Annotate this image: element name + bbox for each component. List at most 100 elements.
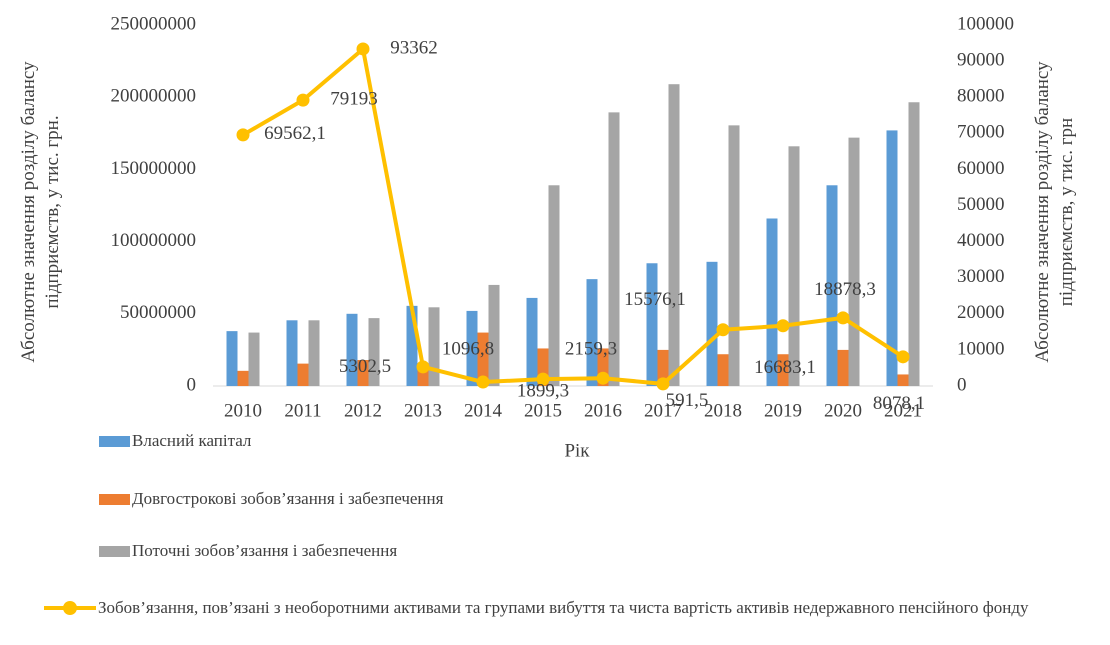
bar [668, 84, 680, 386]
line-point [596, 371, 610, 385]
y-tick-label: 200000000 [111, 86, 197, 107]
bar [586, 279, 598, 386]
bar [848, 137, 860, 386]
data-label: 591,5 [666, 390, 709, 411]
bar [477, 332, 489, 386]
line-point [416, 360, 430, 374]
legend-marker [63, 601, 77, 615]
bar [248, 332, 260, 386]
legend-item: Власний капітал [44, 430, 1094, 452]
x-tick-label: 2020 [824, 400, 862, 421]
data-label: 1096,8 [442, 338, 494, 359]
line-point [236, 128, 250, 142]
y-tick-label: 250000000 [111, 13, 197, 34]
y2-tick-label: 40000 [957, 230, 1005, 251]
bar [537, 348, 549, 386]
data-label: 79193 [330, 88, 378, 109]
bar [308, 320, 320, 386]
line [241, 46, 905, 386]
legend-swatch [99, 494, 130, 505]
bar [826, 185, 838, 386]
bar [646, 263, 658, 386]
bar [657, 349, 669, 386]
legend-item: Довгострокові зобов’язання і забезпеченн… [44, 488, 1094, 510]
bar [886, 130, 898, 386]
data-label: 1899,3 [517, 381, 569, 402]
legend-label: Довгострокові зобов’язання і забезпеченн… [132, 489, 444, 508]
legend-label: Зобов’язання, пов’язані з необоротними а… [98, 598, 1029, 617]
x-tick-label: 2014 [464, 400, 503, 421]
line-point [356, 42, 370, 56]
x-tick-label: 2015 [524, 400, 562, 421]
bar [417, 365, 429, 386]
bar [908, 102, 920, 386]
bar [357, 360, 369, 386]
line-point [776, 319, 790, 333]
bar [226, 331, 238, 386]
x-tick-label: 2010 [224, 400, 262, 421]
y2-tick-label: 50000 [957, 194, 1005, 215]
bar [766, 218, 778, 386]
y2-tick-label: 80000 [957, 86, 1005, 107]
data-label: 69562,1 [264, 123, 326, 144]
y2-tick-label: 100000 [957, 13, 1014, 34]
y2-tick-label: 30000 [957, 266, 1005, 287]
line-point [296, 93, 310, 107]
x-tick-label: 2017 [644, 400, 682, 421]
legend-label: Поточні зобов’язання і забезпечення [132, 541, 398, 560]
x-axis-title: Рік [564, 440, 590, 461]
data-label: 5302,5 [339, 356, 391, 377]
data-label: 93362 [390, 37, 438, 58]
x-tick-label: 2012 [344, 400, 382, 421]
y2-tick-label: 20000 [957, 302, 1005, 323]
line-point [836, 311, 850, 325]
y2-tick-label: 10000 [957, 338, 1005, 359]
y2-tick-label: 0 [957, 374, 967, 395]
data-label: 16683,1 [754, 357, 816, 378]
legend-swatch [44, 601, 96, 615]
y2-tick-label: 70000 [957, 122, 1005, 143]
bar [466, 310, 478, 386]
x-tick-label: 2011 [284, 400, 321, 421]
data-label: 18878,3 [814, 279, 876, 300]
bar [548, 185, 560, 386]
bar [406, 305, 418, 386]
legend-swatch [99, 436, 130, 447]
y2-tick-label: 90000 [957, 49, 1005, 70]
bar [777, 354, 789, 386]
bar [237, 370, 249, 386]
data-label: 15576,1 [624, 289, 686, 310]
bar [897, 374, 909, 386]
bar [346, 313, 358, 386]
bar [837, 349, 849, 386]
y-tick-label: 100000000 [111, 230, 197, 251]
bar [488, 284, 500, 386]
line-point [656, 377, 670, 391]
x-tick-label: 2013 [404, 400, 442, 421]
bar [597, 348, 609, 386]
bar [608, 112, 620, 386]
data-label: 2159,3 [565, 339, 617, 360]
x-tick-label: 2021 [884, 400, 922, 421]
legend-swatch [99, 546, 130, 557]
x-tick-label: 2019 [764, 400, 802, 421]
y2-axis-title: Абсолютне значення розділу балансу підпр… [1032, 61, 1077, 363]
bar [297, 363, 309, 386]
bar [706, 261, 718, 386]
y-axis-title: Абсолютне значення розділу балансу підпр… [18, 61, 63, 363]
x-tick-label: 2018 [704, 400, 742, 421]
bar [788, 146, 800, 386]
legend-label: Власний капітал [132, 431, 252, 450]
bar [428, 307, 440, 386]
bar [717, 354, 729, 386]
y2-tick-label: 60000 [957, 158, 1005, 179]
y-tick-label: 50000000 [120, 302, 196, 323]
line-point [476, 375, 490, 389]
bar [286, 320, 298, 386]
bar [728, 125, 740, 386]
line-point [536, 372, 550, 386]
x-tick-label: 2016 [584, 400, 622, 421]
legend-item: Зобов’язання, пов’язані з необоротними а… [44, 597, 1094, 619]
